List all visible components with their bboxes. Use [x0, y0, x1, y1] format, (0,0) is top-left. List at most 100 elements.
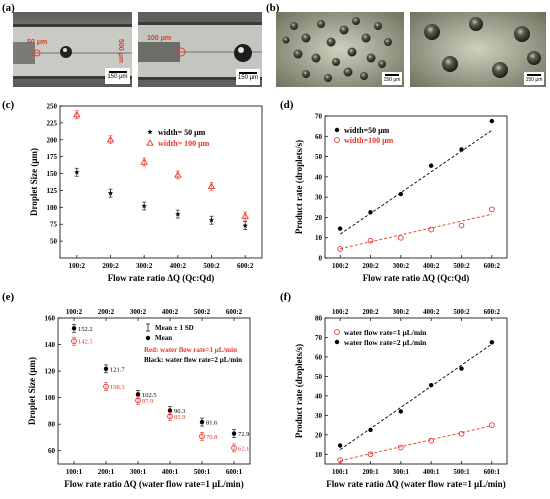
droplet: [317, 20, 325, 28]
x-tick-label: 400:1: [423, 468, 440, 476]
data-point: [141, 203, 147, 209]
y-tick-label: 70: [315, 113, 323, 121]
x-tick-label: 100:1: [332, 468, 349, 476]
panel-label-e: (e): [2, 291, 15, 303]
x-tick-label: 300:1: [130, 468, 147, 476]
top-x-tick-label: 100:2: [66, 308, 83, 316]
data-label: 142.5: [78, 339, 93, 346]
y-tick-label: 100: [45, 394, 56, 402]
y-tick-label: 30: [315, 412, 323, 420]
x-tick-label: 100:2: [69, 262, 86, 270]
legend-marker: [334, 329, 340, 335]
y-tick-label: 50: [50, 238, 58, 246]
data-label: 85.9: [174, 414, 185, 421]
legend-marker: [334, 339, 340, 345]
channel-height-label: 500 μm: [117, 38, 124, 64]
data-point: [103, 383, 109, 390]
y-tick-label: 150: [47, 170, 58, 178]
plot-frame: [324, 317, 508, 465]
y-tick-label: 80: [48, 421, 56, 429]
data-point: [489, 340, 495, 345]
data-label: 121.7: [110, 366, 125, 373]
data-point: [199, 433, 205, 440]
top-x-tick-label: 500:2: [194, 308, 211, 316]
data-point: [135, 392, 141, 397]
droplet: [352, 17, 360, 25]
data-point: [428, 382, 434, 388]
y-tick-label: 20: [315, 431, 323, 439]
x-tick-label: 400:2: [423, 262, 440, 270]
data-point: [488, 422, 495, 428]
droplet: [469, 17, 483, 31]
droplet: [366, 53, 376, 63]
panel-label-c: (c): [2, 99, 15, 111]
data-point: [71, 338, 77, 345]
data-point: [175, 211, 181, 217]
top-x-tick-label: 200:2: [362, 308, 379, 316]
data-label: 97.9: [142, 398, 153, 405]
y-tick-label: 50: [315, 153, 323, 161]
y-tick-label: 0: [319, 255, 323, 263]
data-point: [73, 110, 81, 118]
legend-label: Mean ± 1 SD: [155, 324, 194, 332]
y-tick-label: 40: [315, 173, 323, 181]
data-point: [337, 246, 344, 252]
y-tick-label: 10: [315, 451, 323, 459]
x-tick-label: 400:2: [170, 262, 187, 270]
droplet: [424, 24, 440, 40]
scale-bar-b-left: 150 μm: [382, 72, 402, 85]
chart-c-droplet-size: 50 75 100 125 150 175 200 225 250 100:2 200:2 300:2…: [29, 103, 263, 283]
y-tick-label: 70: [315, 334, 323, 342]
fit-line: [339, 130, 493, 235]
x-axis-label: Flow rate ratio ΔQ (water flow rate=1 μL…: [64, 479, 243, 489]
top-x-tick-label: 400:2: [423, 308, 440, 316]
y-tick-label: 175: [47, 153, 58, 161]
data-point: [106, 135, 115, 143]
x-axis-label: Flow rate ratio ΔQ (water flow rate=1 μL…: [326, 479, 505, 489]
data-point: [74, 169, 80, 175]
fit-line: [340, 213, 492, 250]
scale-bar-b-right: 150 μm: [524, 72, 544, 85]
data-label: 70.8: [206, 434, 217, 441]
scale-bar-label: 150 μm: [107, 74, 128, 80]
legend-marker: [147, 129, 153, 135]
droplet: [360, 72, 368, 80]
data-point: [428, 163, 434, 168]
data-point: [242, 222, 248, 228]
droplet: [302, 70, 310, 78]
top-x-tick-label: 300:2: [130, 308, 147, 316]
data-point: [167, 413, 173, 420]
data-point: [458, 222, 465, 229]
top-x-tick-label: 500:2: [453, 308, 470, 316]
droplet: [514, 26, 530, 42]
data-point: [107, 190, 114, 196]
top-x-tick-label: 600:2: [484, 308, 501, 316]
data-label: 72.9: [238, 431, 249, 438]
x-tick-label: 400:1: [162, 468, 179, 476]
x-tick-label: 500:2: [453, 262, 470, 270]
panel-label-d: (d): [280, 99, 294, 111]
droplet: [311, 53, 321, 63]
data-label: 81.6: [206, 420, 218, 427]
x-tick-label: 100:2: [332, 262, 349, 270]
droplet: [282, 36, 290, 44]
x-tick-label: 100:1: [66, 468, 83, 476]
x-tick-label: 600:1: [484, 468, 501, 476]
x-axis-label: Flow rate ratio ΔQ (Qc:Qd): [363, 273, 470, 283]
droplet: [492, 62, 508, 78]
data-point: [231, 431, 237, 436]
droplet: [378, 60, 386, 68]
droplet: [326, 37, 336, 47]
legend-note-red: Red: water flow rate=1 μL/min: [144, 346, 237, 354]
legend-note-black: Black: water flow rate=2 μL/min: [144, 356, 242, 364]
y-tick-label: 225: [47, 119, 58, 127]
y-tick-label: 160: [45, 315, 56, 323]
width-label-100um: 100 μm: [147, 35, 172, 42]
x-tick-label: 500:1: [453, 468, 470, 476]
scale-bar-label: 150 μm: [237, 75, 259, 81]
scale-bar-a-left: 150 μm: [105, 68, 130, 84]
data-point: [428, 437, 435, 444]
legend-label: Mean: [155, 334, 172, 342]
panel-label-f: (f): [280, 291, 291, 303]
y-tick-label: 80: [315, 315, 323, 323]
